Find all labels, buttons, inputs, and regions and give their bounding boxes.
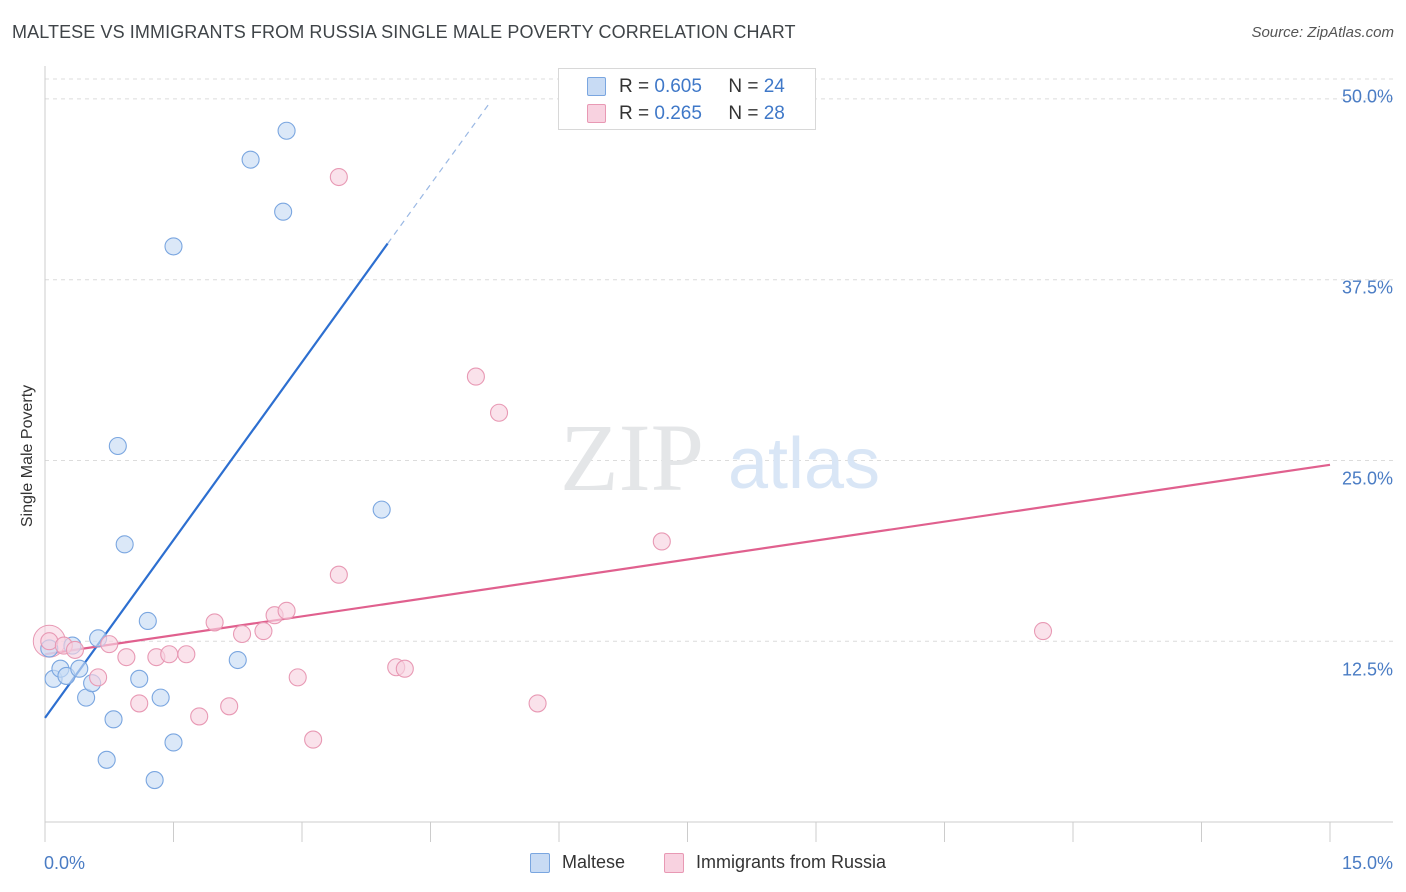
russia-point <box>329 167 348 187</box>
russia-point <box>395 659 414 678</box>
russia-point <box>190 707 209 726</box>
legend-russia-label: Immigrants from Russia <box>696 852 887 872</box>
russia-point <box>528 694 547 713</box>
maltese-trendline-extension <box>387 101 491 244</box>
maltese-point <box>372 500 391 519</box>
russia-trendline <box>44 463 1331 656</box>
russia-point <box>177 645 196 664</box>
russia-point <box>277 601 296 620</box>
russia-swatch <box>587 104 606 123</box>
maltese-point <box>138 611 157 631</box>
maltese-point <box>241 150 260 169</box>
russia-point <box>1033 622 1053 641</box>
watermark-atlas: atlas <box>728 424 880 504</box>
russia-point <box>117 648 136 667</box>
russia-n-value: 28 <box>763 103 785 124</box>
chart-source: Source: ZipAtlas.com <box>1251 24 1394 41</box>
russia-point <box>160 645 179 664</box>
maltese-r-label: R = <box>619 76 650 97</box>
chart-title: MALTESE VS IMMIGRANTS FROM RUSSIA SINGLE… <box>12 22 796 42</box>
x-tick-label-max: 15.0% <box>1341 853 1393 873</box>
russia-point <box>130 694 149 713</box>
maltese-point <box>130 669 149 688</box>
russia-point <box>652 532 671 551</box>
maltese-n-label: N = <box>728 76 759 97</box>
legend-maltese-label: Maltese <box>562 852 626 872</box>
maltese-point <box>145 771 164 790</box>
russia-point <box>288 668 307 687</box>
maltese-swatch <box>587 77 606 96</box>
maltese-point <box>228 650 247 670</box>
maltese-point <box>151 688 170 707</box>
maltese-r-value: 0.605 <box>654 76 702 97</box>
y-tick-label-37-5: 37.5% <box>1341 277 1393 298</box>
russia-point <box>489 403 509 422</box>
maltese-point <box>277 121 296 140</box>
russia-point <box>89 668 108 687</box>
maltese-point <box>274 202 293 221</box>
russia-r-value: 0.265 <box>654 103 702 124</box>
russia-point <box>220 697 239 716</box>
maltese-n-value: 24 <box>763 76 785 97</box>
correlation-legend: R = 0.605 N = 24 R = 0.265 N = 28 <box>558 68 816 130</box>
maltese-point <box>104 710 123 729</box>
maltese-point <box>164 237 183 256</box>
legend-maltese-swatch <box>530 853 550 873</box>
russia-point <box>232 624 252 644</box>
russia-point <box>329 565 348 584</box>
y-tick-label-50: 50.0% <box>1341 86 1393 107</box>
maltese-point <box>108 436 127 456</box>
y-tick-label-12-5: 12.5% <box>1341 659 1393 680</box>
russia-point <box>466 367 485 386</box>
maltese-point <box>115 535 134 554</box>
maltese-point <box>164 733 183 752</box>
watermark-zip: ZIP <box>560 404 704 511</box>
maltese-point <box>97 750 116 769</box>
russia-point <box>65 640 85 659</box>
russia-point <box>100 635 119 654</box>
y-tick-label-25: 25.0% <box>1341 468 1393 489</box>
zipatlas-watermark: ZIP atlas <box>560 404 880 511</box>
russia-r-label: R = <box>619 103 650 124</box>
maltese-point <box>70 659 89 678</box>
russia-point <box>254 622 273 641</box>
x-tick-label-min: 0.0% <box>44 853 86 873</box>
legend-russia-swatch <box>664 853 684 873</box>
russia-point <box>205 613 224 632</box>
russia-point <box>304 730 323 749</box>
russia-n-label: N = <box>728 103 759 124</box>
